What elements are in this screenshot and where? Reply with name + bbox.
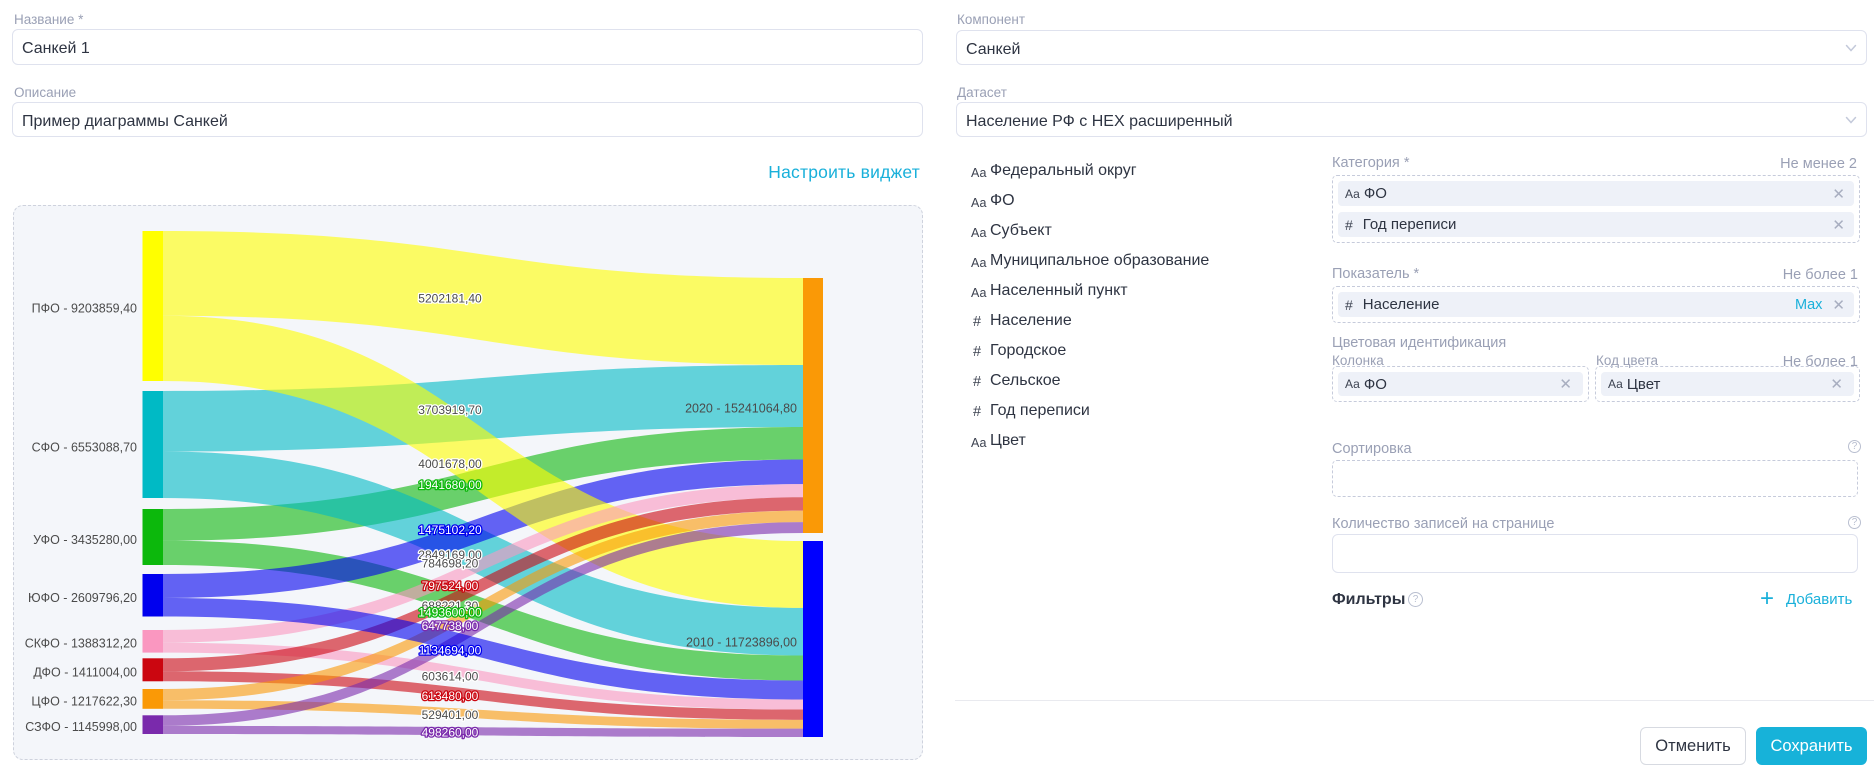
svg-text:498260,00: 498260,00	[422, 726, 479, 740]
svg-text:2849169,00: 2849169,00	[418, 548, 482, 562]
svg-text:529401,00: 529401,00	[422, 708, 479, 722]
svg-text:784698,20: 784698,20	[422, 557, 479, 571]
svg-text:797524,00: 797524,00	[422, 579, 479, 593]
svg-text:2010 - 11723896,00: 2010 - 11723896,00	[686, 635, 797, 649]
svg-text:647738,00: 647738,00	[422, 619, 479, 633]
svg-text:ЦФО - 1217622,30: ЦФО - 1217622,30	[31, 694, 137, 708]
svg-text:4001678,00: 4001678,00	[418, 457, 482, 471]
svg-text:ЮФО - 2609796,20: ЮФО - 2609796,20	[28, 591, 137, 605]
svg-text:ПФО - 9203859,40: ПФО - 9203859,40	[32, 301, 137, 315]
svg-text:603614,00: 603614,00	[422, 669, 479, 683]
svg-text:2020 - 15241064,80: 2020 - 15241064,80	[685, 401, 797, 415]
svg-text:5202181,40: 5202181,40	[418, 292, 482, 306]
svg-text:ДФО - 1411004,00: ДФО - 1411004,00	[33, 665, 137, 679]
svg-text:УФО - 3435280,00: УФО - 3435280,00	[33, 533, 137, 547]
svg-text:1941680,00: 1941680,00	[418, 478, 482, 492]
svg-text:688221,30: 688221,30	[422, 599, 479, 613]
svg-text:1134694,00: 1134694,00	[419, 644, 482, 658]
svg-text:3703919,70: 3703919,70	[418, 403, 482, 417]
svg-text:СЗФО - 1145998,00: СЗФО - 1145998,00	[25, 720, 137, 734]
svg-text:613480,00: 613480,00	[422, 689, 479, 703]
svg-text:СКФО - 1388312,20: СКФО - 1388312,20	[25, 637, 137, 651]
svg-text:1475102,20: 1475102,20	[418, 523, 482, 537]
svg-text:СФО - 6553088,70: СФО - 6553088,70	[32, 440, 137, 454]
svg-text:1493600,00: 1493600,00	[418, 606, 482, 620]
